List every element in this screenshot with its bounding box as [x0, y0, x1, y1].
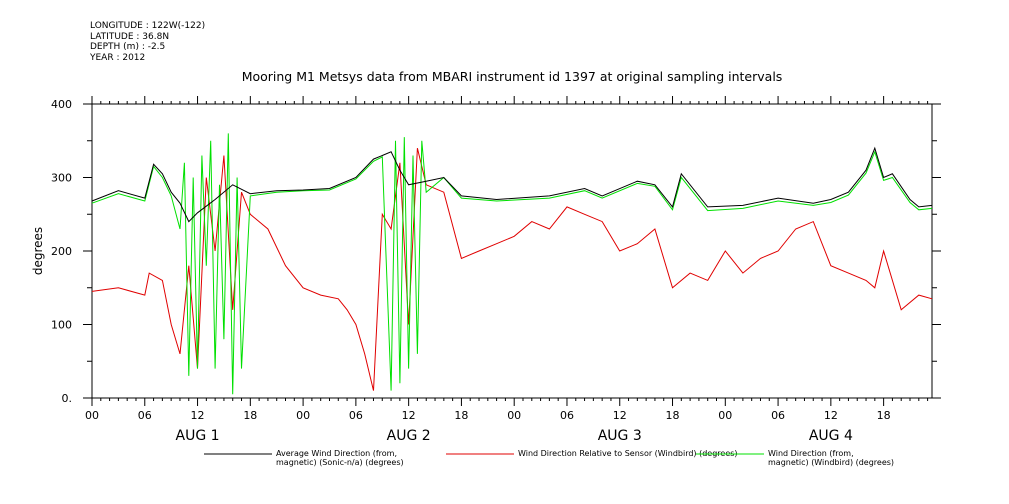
x-tick-label: 18	[877, 409, 891, 422]
legend-label-avg: Average Wind Direction (from,	[276, 449, 397, 458]
y-tick-label: 100	[51, 319, 72, 332]
legend-label-wb: Wind Direction (from,	[768, 449, 854, 458]
depth-label: DEPTH (m) : -2.5	[90, 42, 166, 52]
y-tick-label: 200	[51, 245, 72, 258]
chart-axes: 0. 100 200 300 400 00 06 12 18 00 06 12 18 00 06 12 18 00…	[51, 96, 941, 444]
x-tick-label: 12	[191, 409, 205, 422]
x-tick-label: 00	[507, 409, 521, 422]
x-tick-label: 12	[613, 409, 627, 422]
day-label: AUG 2	[387, 428, 431, 444]
x-tick-label: 18	[666, 409, 680, 422]
series-line-wb	[91, 133, 933, 395]
x-tick-label: 06	[560, 409, 574, 422]
x-tick-label: 06	[138, 409, 152, 422]
day-label: AUG 4	[809, 428, 853, 444]
x-tick-label: 00	[85, 409, 99, 422]
legend: Average Wind Direction (from,magnetic) (…	[204, 449, 894, 467]
day-label: AUG 3	[598, 428, 642, 444]
x-tick-label: 00	[296, 409, 310, 422]
y-axis-label: degrees	[31, 227, 45, 275]
x-tick-label: 18	[243, 409, 257, 422]
x-tick-label: 18	[454, 409, 468, 422]
legend-label-avg: magnetic) (Sonic-n/a) (degrees)	[276, 458, 404, 467]
y-tick-label: 400	[51, 98, 72, 111]
y-tick-label: 0.	[62, 392, 73, 405]
x-tick-label: 12	[402, 409, 416, 422]
series-line-avg	[91, 146, 933, 223]
x-tick-label: 00	[718, 409, 732, 422]
day-label: AUG 1	[176, 428, 220, 444]
year-label: YEAR : 2012	[90, 52, 146, 63]
x-tick-label: 06	[771, 409, 785, 422]
longitude-label: LONGITUDE : 122W(-122)	[90, 21, 206, 31]
series-line-rel	[91, 147, 933, 391]
x-tick-label: 12	[824, 409, 838, 422]
metadata-block: LONGITUDE : 122W(-122) LATITUDE : 36.8N …	[90, 21, 205, 63]
plot-area	[91, 133, 933, 395]
x-tick-label: 06	[349, 409, 363, 422]
legend-label-wb: magnetic) (Windbird) (degrees)	[768, 458, 894, 467]
y-tick-label: 300	[51, 172, 72, 185]
latitude-label: LATITUDE : 36.8N	[90, 31, 170, 42]
legend-label-rel: Wind Direction Relative to Sensor (Windb…	[518, 449, 738, 458]
chart-title: Mooring M1 Metsys data from MBARI instru…	[242, 69, 783, 84]
